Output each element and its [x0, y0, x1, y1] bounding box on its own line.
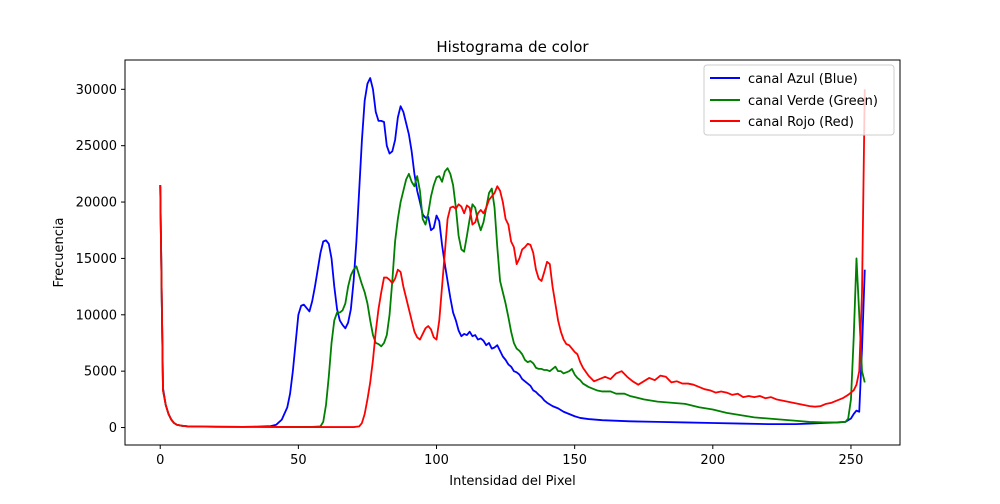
legend-label-red: canal Rojo (Red)	[748, 115, 854, 130]
x-axis-label: Intensidad del Pixel	[449, 474, 575, 489]
series-line-red	[159, 89, 866, 428]
y-tick-label: 5000	[84, 365, 117, 380]
legend-box	[703, 64, 895, 136]
x-tick-label: 100	[424, 453, 449, 468]
plot-frame	[124, 59, 901, 446]
series-layer	[159, 77, 866, 428]
x-tick-label: 0	[156, 453, 164, 468]
y-tick-label: 30000	[76, 83, 117, 98]
x-tick-label: 250	[839, 453, 864, 468]
x-tick-label: 200	[700, 453, 725, 468]
x-tick-label: 50	[290, 453, 307, 468]
y-tick-label: 10000	[76, 308, 117, 323]
series-line-green	[159, 167, 866, 428]
y-tick-label: 15000	[76, 252, 117, 267]
y-tick-label: 25000	[76, 139, 117, 154]
series-line-blue	[159, 77, 866, 428]
y-tick-label: 0	[109, 421, 117, 436]
x-tick-label: 150	[562, 453, 587, 468]
legend-label-green: canal Verde (Green)	[748, 94, 878, 109]
legend: canal Azul (Blue) canal Verde (Green) ca…	[703, 64, 895, 136]
y-axis-ticks: 0 5000 10000 15000 20000 25000 30000	[76, 83, 125, 436]
y-axis-label: Frecuencia	[52, 218, 67, 288]
legend-label-blue: canal Azul (Blue)	[748, 72, 858, 87]
chart-title: Histograma de color	[436, 38, 589, 56]
y-tick-label: 20000	[76, 196, 117, 211]
x-axis-ticks: 0 50 100 150 200 250	[156, 445, 863, 468]
